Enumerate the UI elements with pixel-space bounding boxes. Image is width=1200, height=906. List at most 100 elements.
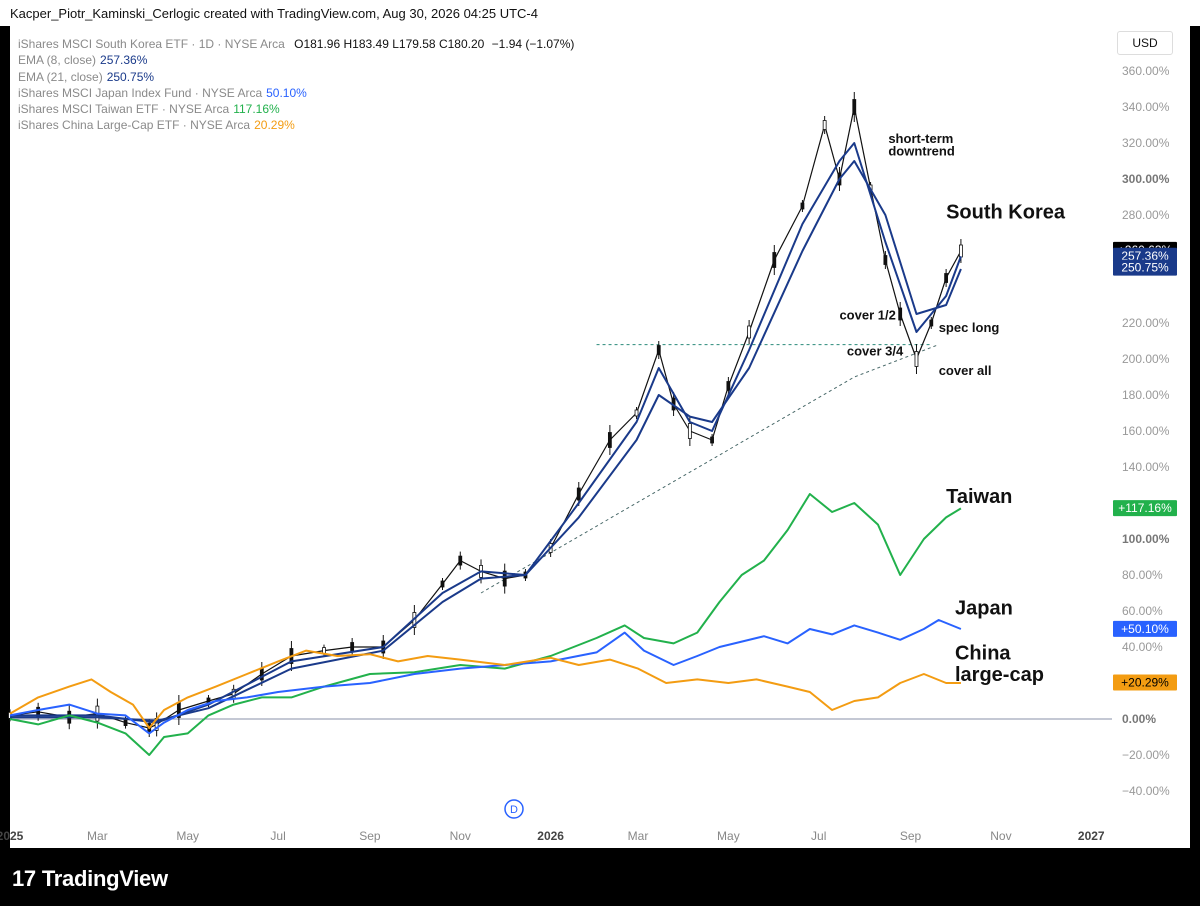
series-line xyxy=(9,619,962,735)
legend-row-ema21[interactable]: EMA (21, close) 250.75% xyxy=(18,69,574,85)
x-axis: 2025 Mar May Jul Sep Nov 2026 Mar May Jul Sep Nov 20… xyxy=(0,799,1105,843)
candle-body xyxy=(502,570,507,587)
support-trendline xyxy=(480,344,939,594)
chart-panel xyxy=(10,26,1190,848)
price-tag xyxy=(1113,674,1177,691)
x-tick-label: Jul xyxy=(270,829,285,843)
candle-body xyxy=(458,555,463,566)
x-tick-label: Sep xyxy=(900,829,922,843)
price-tag-label: +117.16% xyxy=(1118,501,1172,515)
series-line xyxy=(10,160,962,722)
legend-value: 117.16% xyxy=(233,102,280,117)
caption-bar: Kacper_Piotr_Kaminski_Cerlogic created w… xyxy=(0,0,1200,26)
annotation-label: downtrend xyxy=(888,144,954,159)
series-line xyxy=(10,142,962,724)
price-tag-label: 257.36% xyxy=(1121,249,1169,263)
candle-body xyxy=(726,381,731,391)
ohlc-open-key: O xyxy=(294,37,304,51)
candle-body xyxy=(883,255,888,265)
price-tag xyxy=(1113,259,1177,276)
y-tick-label: 360.00% xyxy=(1122,64,1170,78)
annotation-label: cover 3/4 xyxy=(847,343,904,358)
y-tick-label: 0.00% xyxy=(1122,712,1156,726)
currency-button[interactable]: USD xyxy=(1117,31,1173,55)
candle-body xyxy=(576,487,581,501)
candle-body xyxy=(634,409,639,417)
candle-body xyxy=(898,307,903,321)
x-tick-label: May xyxy=(176,829,199,843)
legend-label: EMA (21, close) xyxy=(18,69,103,84)
legend-label: iShares MSCI Japan Index Fund · NYSE Arc… xyxy=(18,85,263,100)
ohlc-high: 183.49 xyxy=(352,37,389,51)
y-tick-label: 320.00% xyxy=(1122,136,1170,150)
annotation-label: spec long xyxy=(939,320,1000,335)
series-group xyxy=(8,92,963,756)
price-tag-label: +50.10% xyxy=(1121,622,1169,636)
x-tick-label: Mar xyxy=(87,829,108,843)
price-tag xyxy=(1113,500,1177,517)
price-tag xyxy=(1113,620,1177,637)
x-tick-label: May xyxy=(717,829,740,843)
candle-body xyxy=(607,432,612,448)
annotation-label: Taiwan xyxy=(946,486,1012,508)
annotation-label: South Korea xyxy=(946,202,1066,224)
y-tick-label: −40.00% xyxy=(1122,784,1170,798)
legend-value: 20.29% xyxy=(254,118,295,133)
x-tick-label: Nov xyxy=(990,829,1011,843)
y-tick-label: 40.00% xyxy=(1122,640,1163,654)
price-tags: +260.63%257.36%250.75%+117.16%+50.10%+20… xyxy=(1113,241,1177,691)
y-tick-label: 60.00% xyxy=(1122,604,1163,618)
tradingview-logo[interactable]: 17 TradingView xyxy=(12,866,168,892)
legend-row-korea[interactable]: iShares MSCI South Korea ETF · 1D · NYSE… xyxy=(18,36,574,52)
series-line xyxy=(9,106,962,729)
x-tick-label: Mar xyxy=(628,829,649,843)
candle-body xyxy=(710,436,714,444)
series-line xyxy=(9,649,961,729)
candle-body xyxy=(123,719,128,726)
y-tick-label: 100.00% xyxy=(1122,532,1170,546)
candle-body xyxy=(959,244,963,258)
y-tick-label: 160.00% xyxy=(1122,424,1170,438)
timeline-marker-label: D xyxy=(510,804,518,816)
candle-body xyxy=(914,351,919,367)
legend-row-taiwan[interactable]: iShares MSCI Taiwan ETF · NYSE Arca 117.1… xyxy=(18,101,574,117)
legend-row-japan[interactable]: iShares MSCI Japan Index Fund · NYSE Arc… xyxy=(18,85,574,101)
y-tick-label: 200.00% xyxy=(1122,352,1170,366)
legend-label: iShares MSCI South Korea ETF · 1D · NYSE… xyxy=(18,37,285,51)
candle-body xyxy=(656,345,661,355)
y-tick-label: 340.00% xyxy=(1122,100,1170,114)
x-tick-label: Nov xyxy=(450,829,471,843)
annotation-label: China xyxy=(955,643,1011,665)
legend-label: iShares MSCI Taiwan ETF · NYSE Arca xyxy=(18,102,230,117)
ohlc-change: −1.94 (−1.07%) xyxy=(491,37,575,51)
ohlc-open: 181.96 xyxy=(303,37,341,51)
price-tag-label: +20.29% xyxy=(1121,675,1169,689)
x-tick-label: Jul xyxy=(811,829,826,843)
candle-body xyxy=(772,252,777,268)
tradingview-mark-icon: 17 xyxy=(12,866,36,891)
y-tick-label: 220.00% xyxy=(1122,316,1170,330)
x-tick-label: 2026 xyxy=(537,829,564,843)
legend-value: 250.75% xyxy=(106,69,155,84)
ohlc-high-key: H xyxy=(343,37,353,51)
x-tick-label: 2025 xyxy=(0,829,24,843)
legend-row-ema8[interactable]: EMA (8, close) 257.36% xyxy=(18,52,574,68)
y-tick-label: 140.00% xyxy=(1122,460,1170,474)
candle-body xyxy=(440,580,445,588)
legend-label: EMA (8, close) xyxy=(18,53,97,68)
timeline-marker-icon xyxy=(504,799,524,819)
y-tick-label: 300.00% xyxy=(1122,172,1170,186)
y-tick-label: 180.00% xyxy=(1122,388,1170,402)
annotation-label: short-term xyxy=(888,131,953,146)
legend-row-china[interactable]: iShares China Large-Cap ETF · NYSE Arca 2… xyxy=(18,117,574,133)
logo-text: TradingView xyxy=(41,866,168,891)
footer xyxy=(0,848,1200,906)
ohlc-close-key: C xyxy=(438,37,448,51)
x-tick-label: Sep xyxy=(359,829,381,843)
series-line xyxy=(9,493,962,756)
candle-body xyxy=(350,642,355,652)
annotation-label: Japan xyxy=(955,598,1013,620)
y-axis: 360.00% 340.00% 320.00% 300.00% 280.00% 220.0… xyxy=(10,64,1170,798)
